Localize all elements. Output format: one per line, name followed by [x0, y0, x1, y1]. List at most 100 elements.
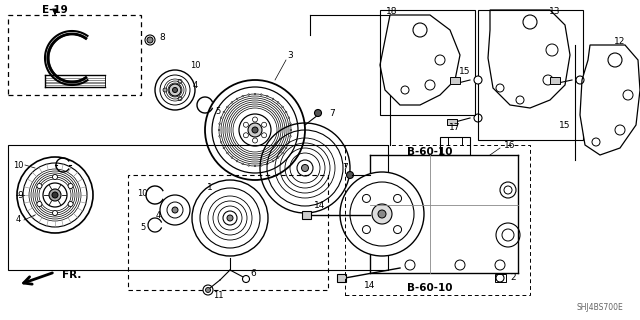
Bar	[128, 175, 328, 290]
Text: 7: 7	[329, 108, 335, 117]
Circle shape	[285, 147, 287, 149]
Circle shape	[242, 163, 243, 164]
Circle shape	[236, 160, 238, 162]
Circle shape	[205, 287, 211, 292]
Bar	[550, 77, 560, 84]
Circle shape	[252, 127, 258, 133]
Polygon shape	[488, 10, 570, 108]
Circle shape	[290, 129, 292, 131]
Circle shape	[231, 157, 233, 158]
Text: 4: 4	[193, 81, 198, 90]
Bar	[380, 10, 475, 115]
Text: 12: 12	[614, 37, 626, 46]
Circle shape	[223, 147, 225, 149]
Circle shape	[290, 135, 291, 137]
Circle shape	[49, 189, 61, 201]
Circle shape	[52, 211, 58, 215]
Circle shape	[277, 157, 279, 158]
Text: 7: 7	[342, 164, 348, 172]
Circle shape	[147, 37, 153, 43]
Circle shape	[169, 84, 181, 96]
Circle shape	[314, 109, 321, 116]
Circle shape	[236, 98, 238, 100]
Circle shape	[220, 117, 222, 118]
Circle shape	[248, 94, 250, 95]
Text: 15: 15	[559, 121, 571, 130]
Text: 10: 10	[189, 60, 200, 69]
Text: 14: 14	[364, 281, 376, 290]
Circle shape	[288, 141, 290, 143]
Text: 6: 6	[250, 268, 256, 277]
Circle shape	[223, 111, 225, 113]
Circle shape	[277, 102, 279, 103]
Text: 11: 11	[212, 291, 223, 300]
Text: 9: 9	[17, 190, 23, 199]
Circle shape	[52, 192, 58, 198]
Text: 8: 8	[159, 34, 165, 43]
Text: SHJ4BS700E: SHJ4BS700E	[577, 303, 623, 313]
Circle shape	[254, 93, 256, 95]
Text: 14: 14	[314, 201, 326, 210]
Bar	[450, 77, 460, 84]
Bar	[440, 137, 470, 155]
Circle shape	[227, 215, 233, 221]
Polygon shape	[580, 45, 640, 155]
Bar	[8, 15, 141, 95]
Circle shape	[68, 202, 73, 206]
Circle shape	[52, 174, 58, 180]
Circle shape	[282, 106, 284, 108]
Circle shape	[260, 94, 262, 95]
Circle shape	[282, 152, 284, 154]
Text: 10: 10	[13, 161, 23, 170]
Circle shape	[227, 152, 228, 154]
Circle shape	[37, 202, 42, 206]
Circle shape	[301, 164, 308, 172]
Circle shape	[68, 183, 73, 188]
Text: 1: 1	[207, 182, 213, 191]
Circle shape	[231, 102, 233, 103]
Circle shape	[340, 172, 424, 256]
Circle shape	[254, 165, 256, 167]
Text: 17: 17	[449, 124, 461, 132]
Circle shape	[243, 276, 250, 283]
Text: 15: 15	[460, 68, 471, 76]
Bar	[447, 119, 457, 125]
Text: B-60-10: B-60-10	[407, 283, 452, 293]
Text: 5: 5	[216, 108, 221, 116]
Circle shape	[346, 172, 353, 179]
Text: FR.: FR.	[62, 270, 81, 280]
Circle shape	[219, 123, 220, 124]
Circle shape	[219, 135, 220, 137]
Circle shape	[173, 87, 177, 92]
Bar	[495, 274, 506, 282]
Bar	[345, 145, 530, 295]
Circle shape	[285, 111, 287, 113]
Bar	[478, 10, 583, 140]
Circle shape	[227, 106, 228, 108]
Text: 4: 4	[156, 211, 161, 220]
Circle shape	[372, 204, 392, 224]
Circle shape	[145, 35, 155, 45]
Text: 4: 4	[15, 215, 20, 225]
Polygon shape	[380, 15, 460, 105]
Circle shape	[288, 117, 290, 118]
Circle shape	[242, 95, 243, 97]
Circle shape	[248, 165, 250, 166]
Circle shape	[272, 160, 274, 162]
Text: 16: 16	[504, 140, 516, 149]
Circle shape	[266, 95, 268, 97]
Circle shape	[248, 123, 262, 137]
Circle shape	[260, 165, 262, 166]
Text: B-60-10: B-60-10	[407, 147, 452, 157]
Circle shape	[378, 210, 386, 218]
Circle shape	[37, 183, 42, 188]
Text: E-19: E-19	[42, 5, 68, 15]
Text: 13: 13	[549, 7, 561, 17]
Circle shape	[474, 76, 482, 84]
Text: 18: 18	[387, 7, 397, 17]
Circle shape	[272, 98, 274, 100]
Text: 3: 3	[287, 51, 293, 60]
Circle shape	[290, 123, 291, 124]
Circle shape	[266, 163, 268, 164]
Text: 5: 5	[140, 223, 146, 233]
